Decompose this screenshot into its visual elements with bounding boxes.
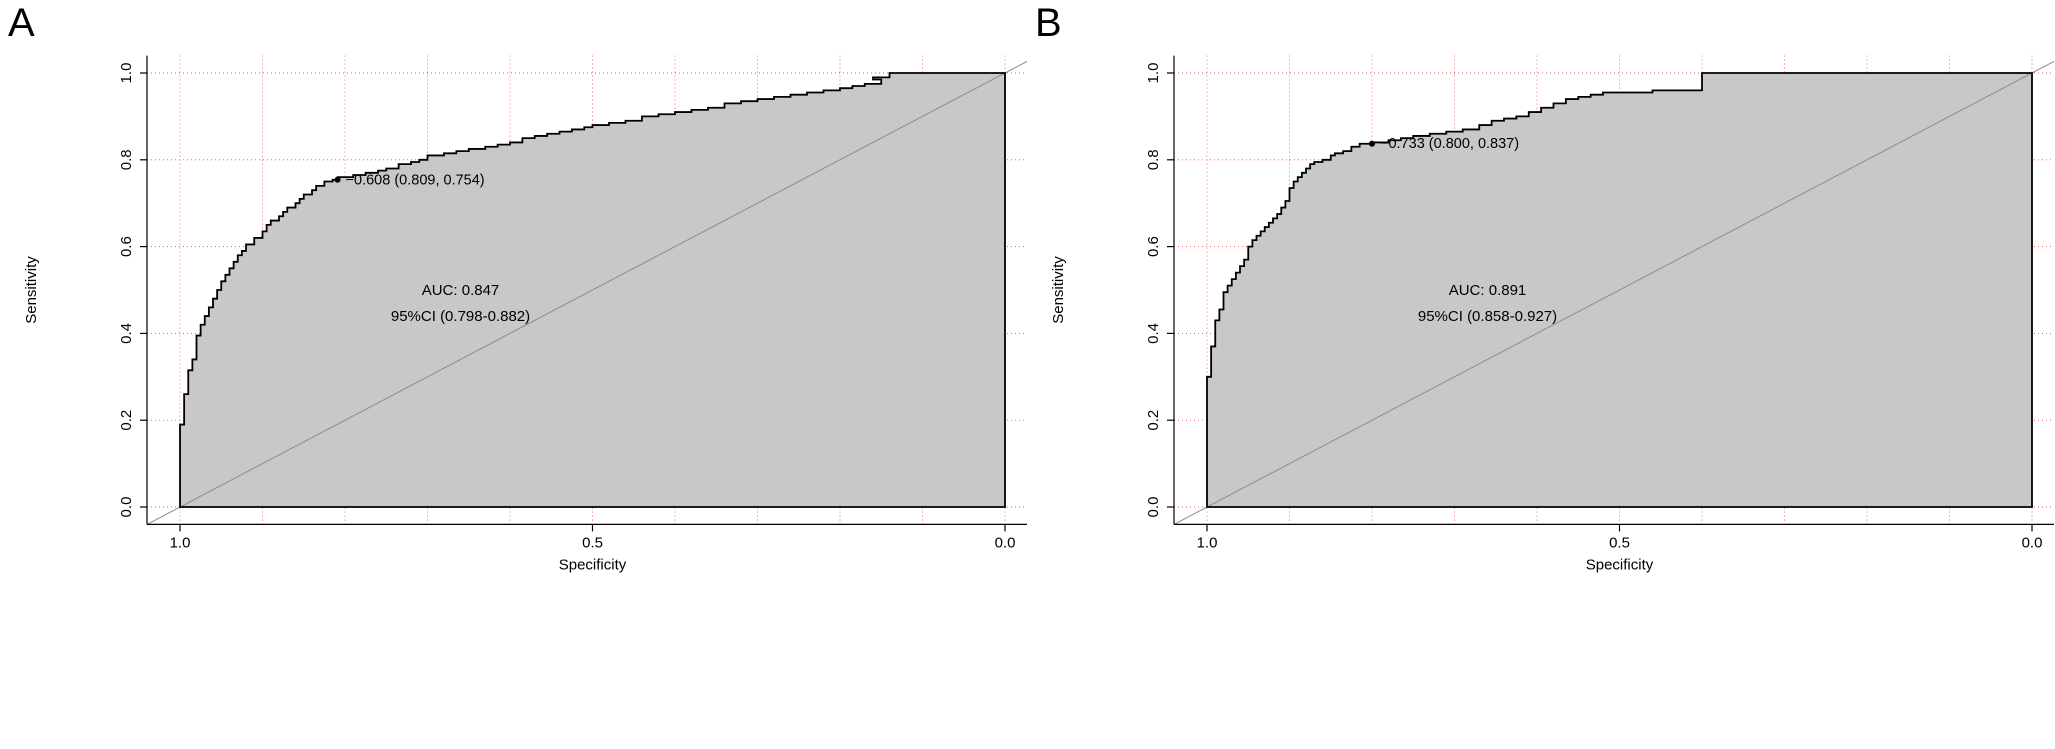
y-tick-label: 1.0	[1145, 63, 1162, 84]
roc-panel-a: A −0.608 (0.809, 0.754) AUC: 0.847 95%CI (…	[0, 0, 1027, 749]
y-tick-label: 0.8	[1145, 149, 1162, 170]
y-tick-label: 0.4	[118, 323, 135, 344]
x-axis-title: Specificity	[559, 556, 627, 573]
y-tick-label: 0.6	[1145, 236, 1162, 257]
panel-label-b: B	[1035, 1, 1062, 45]
ci-label: 95%CI (0.858-0.927)	[1418, 308, 1557, 325]
y-axis: 0.0 0.2 0.4 0.6 0.8 1.0 Sensitivity	[1050, 55, 1175, 525]
auc-annotation: AUC: 0.847 95%CI (0.798-0.882)	[391, 282, 530, 325]
y-axis-title: Sensitivity	[23, 256, 40, 324]
x-tick-label: 0.0	[2022, 534, 2043, 551]
x-tick-label: 0.5	[1609, 534, 1630, 551]
y-tick-label: 0.2	[118, 410, 135, 431]
x-tick-label: 1.0	[170, 534, 191, 551]
auc-label: AUC: 0.847	[422, 282, 500, 299]
diagonal-reference-line	[146, 60, 1027, 525]
y-tick-label: 0.0	[118, 497, 135, 518]
threshold-annotation: −0.608 (0.809, 0.754)	[334, 172, 485, 188]
y-axis-title: Sensitivity	[1050, 256, 1067, 324]
threshold-annotation: −0.733 (0.800, 0.837)	[1369, 136, 1519, 152]
threshold-label: −0.608 (0.809, 0.754)	[346, 172, 485, 188]
roc-curve	[179, 72, 1006, 508]
roc-chart-a: −0.608 (0.809, 0.754) AUC: 0.847 95%CI (0.…	[23, 55, 1027, 573]
roc-curve	[1206, 72, 2033, 508]
y-tick-label: 0.4	[1145, 323, 1162, 344]
x-axis: 1.0 0.5 0.0 Specificity	[147, 523, 1027, 573]
y-tick-label: 1.0	[118, 63, 135, 84]
auc-label: AUC: 0.891	[1449, 282, 1527, 299]
threshold-label: −0.733 (0.800, 0.837)	[1380, 136, 1519, 152]
y-tick-label: 0.2	[1145, 410, 1162, 431]
roc-panel-b: B −0.733 (0.800, 0.837) AUC: 0.891 95%CI (…	[1027, 0, 2054, 749]
y-tick-label: 0.6	[118, 236, 135, 257]
panel-label-a: A	[8, 1, 35, 45]
x-axis: 1.0 0.5 0.0 Specificity	[1174, 523, 2054, 573]
y-tick-label: 0.8	[118, 149, 135, 170]
x-tick-label: 0.5	[582, 534, 603, 551]
x-axis-title: Specificity	[1586, 556, 1654, 573]
auc-annotation: AUC: 0.891 95%CI (0.858-0.927)	[1418, 282, 1557, 325]
x-tick-label: 0.0	[995, 534, 1016, 551]
ci-label: 95%CI (0.798-0.882)	[391, 308, 530, 325]
diagonal-reference-line	[1173, 60, 2054, 525]
threshold-point	[1369, 140, 1375, 147]
x-tick-label: 1.0	[1197, 534, 1218, 551]
threshold-point	[334, 176, 341, 183]
y-tick-label: 0.0	[1145, 497, 1162, 518]
y-axis: 0.0 0.2 0.4 0.6 0.8 1.0 Sensitivity	[23, 55, 148, 525]
roc-chart-b: −0.733 (0.800, 0.837) AUC: 0.891 95%CI (0.…	[1050, 55, 2054, 573]
